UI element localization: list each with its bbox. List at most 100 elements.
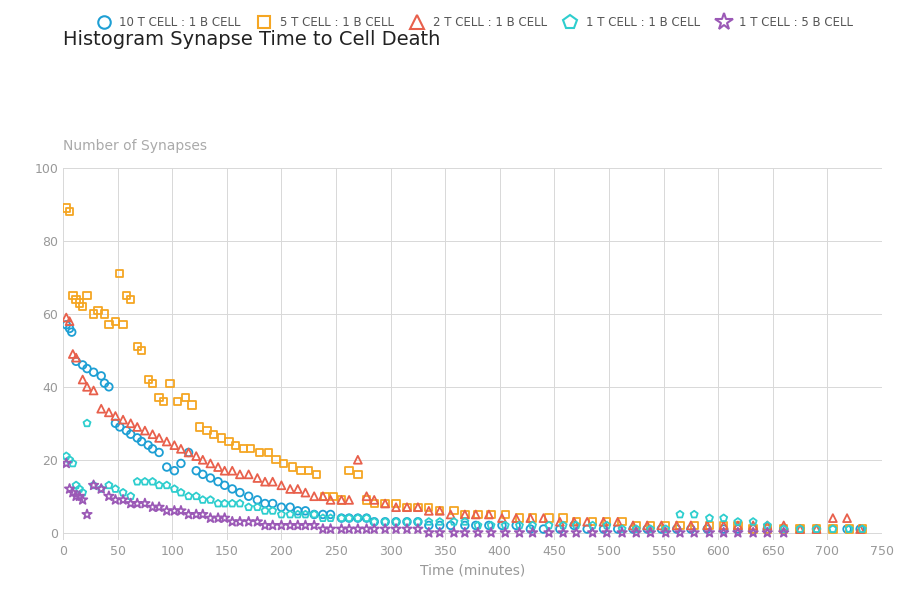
Point [400, 502, 414, 512]
Point [359, 491, 374, 501]
Point [512, 521, 526, 530]
Point [342, 514, 356, 523]
Point [91, 305, 105, 315]
Point [626, 521, 640, 530]
Point [138, 426, 152, 436]
Point [389, 517, 403, 527]
Point [367, 517, 382, 527]
Point [569, 528, 583, 538]
Point [294, 466, 309, 476]
Point [702, 514, 716, 523]
Point [309, 470, 323, 479]
Point [793, 524, 807, 534]
Point [225, 499, 239, 508]
Point [102, 481, 116, 490]
Point [433, 517, 447, 527]
Point [629, 521, 643, 530]
Point [218, 466, 232, 476]
Point [760, 521, 775, 530]
Point [302, 466, 316, 476]
Point [367, 524, 382, 534]
Point [250, 495, 265, 505]
Point [484, 521, 499, 530]
Point [400, 524, 414, 534]
Point [793, 524, 807, 534]
Point [80, 291, 94, 301]
Point [809, 524, 824, 534]
Point [316, 491, 330, 501]
Point [684, 521, 698, 530]
Point [842, 524, 857, 534]
Point [298, 521, 312, 530]
Point [359, 495, 374, 505]
Point [211, 499, 225, 508]
Point [580, 517, 594, 527]
Point [102, 382, 116, 392]
Point [138, 477, 152, 487]
Point [291, 521, 305, 530]
Point [76, 302, 90, 311]
Point [283, 484, 297, 494]
Point [174, 506, 188, 515]
Point [316, 509, 330, 519]
Point [250, 473, 265, 483]
Point [69, 353, 84, 362]
Point [458, 517, 473, 527]
Point [640, 524, 654, 534]
Point [433, 528, 447, 538]
Point [233, 517, 248, 527]
Point [233, 470, 248, 479]
Point [840, 524, 854, 534]
Point [108, 316, 122, 326]
Point [307, 509, 321, 519]
Point [342, 524, 356, 534]
Point [257, 521, 272, 530]
Point [276, 458, 291, 468]
Point [65, 328, 79, 337]
Point [203, 473, 218, 483]
Point [471, 528, 485, 538]
Point [323, 524, 338, 534]
Point [119, 426, 133, 436]
Point [86, 309, 101, 319]
Point [266, 499, 280, 508]
Point [130, 422, 145, 432]
Point [378, 517, 392, 527]
Point [94, 404, 108, 413]
Point [458, 509, 473, 519]
Point [134, 437, 148, 446]
Point [145, 444, 159, 454]
Point [495, 521, 509, 530]
Point [410, 502, 425, 512]
Point [269, 455, 284, 464]
Point [484, 509, 499, 519]
Point [97, 309, 112, 319]
Point [274, 521, 289, 530]
Point [141, 375, 156, 385]
Point [673, 521, 688, 530]
Point [433, 506, 447, 515]
Point [266, 477, 280, 487]
Point [659, 521, 673, 530]
Point [421, 502, 436, 512]
Point [316, 524, 330, 534]
Point [159, 437, 174, 446]
Point [225, 517, 239, 527]
Point [66, 458, 80, 468]
Point [334, 524, 348, 534]
Point [536, 524, 551, 534]
Point [218, 481, 232, 490]
Point [80, 509, 94, 519]
Point [523, 514, 537, 523]
Point [553, 517, 567, 527]
Point [233, 499, 248, 508]
Point [157, 397, 171, 406]
Point [825, 524, 840, 534]
Point [266, 521, 280, 530]
Point [298, 509, 312, 519]
Point [410, 524, 425, 534]
Point [853, 524, 868, 534]
Point [351, 514, 365, 523]
Point [458, 521, 473, 530]
Point [359, 514, 374, 523]
